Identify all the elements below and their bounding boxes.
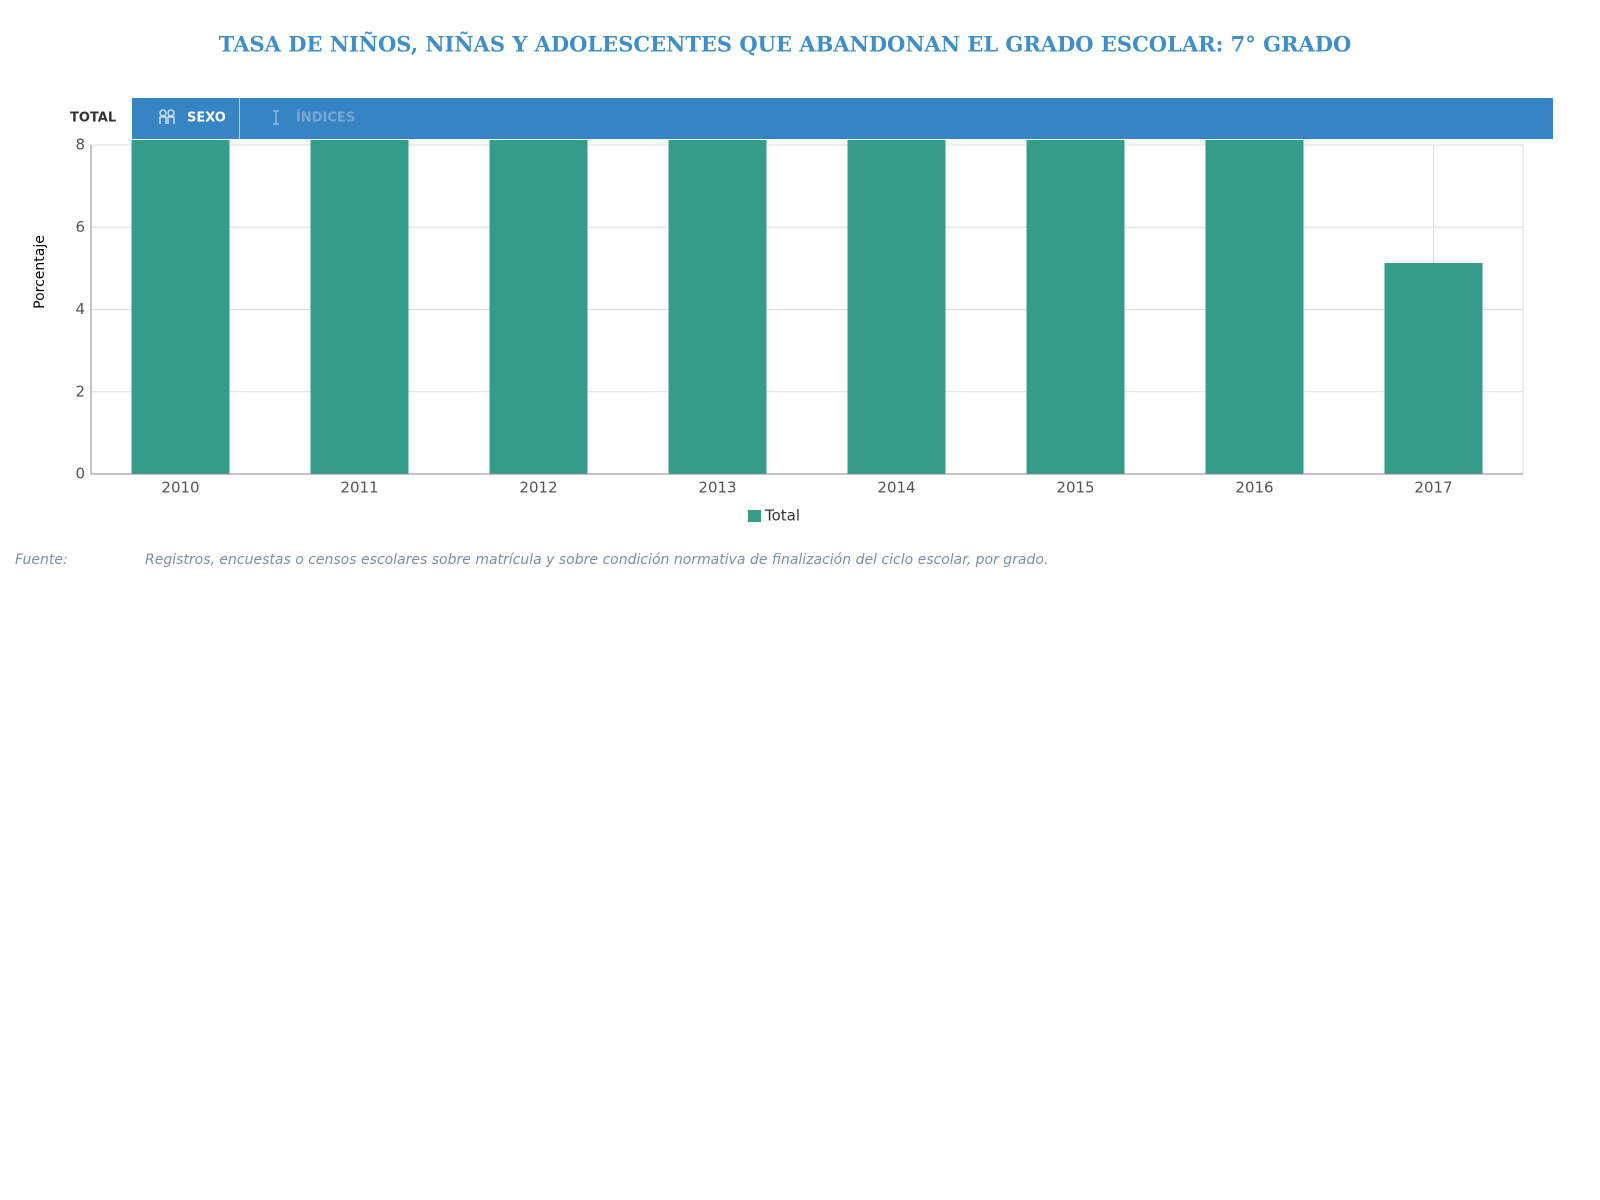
bar [847, 140, 946, 475]
legend-label: Total [764, 507, 800, 525]
x-tick-label: 2013 [698, 479, 736, 497]
source-label: Fuente: [15, 552, 68, 568]
bar [131, 140, 230, 475]
y-tick-label: 0 [75, 465, 85, 483]
x-tick-label: 2016 [1235, 479, 1273, 497]
sexo-icon [159, 109, 175, 124]
bar [489, 140, 588, 474]
x-tick-label: 2014 [877, 479, 915, 497]
tab-bar [132, 98, 1553, 139]
tab-sexo[interactable]: SEXO [187, 111, 226, 126]
plot [90, 140, 1524, 475]
bar [310, 140, 409, 474]
source-text: Registros, encuestas o censos escolares … [145, 552, 1048, 568]
bar [1384, 263, 1483, 474]
indices-icon [273, 110, 279, 125]
y-axis-label: Porcentaje [32, 235, 48, 309]
tab-total[interactable]: TOTAL [70, 111, 116, 126]
y-tick-label: 2 [75, 382, 85, 400]
bar [1026, 140, 1125, 474]
legend-swatch [748, 510, 761, 522]
bar [668, 140, 767, 475]
y-tick-label: 6 [75, 218, 85, 236]
bar [1205, 140, 1304, 475]
x-tick-label: 2011 [340, 479, 378, 497]
tab-indices[interactable]: ÍNDICES [296, 110, 355, 126]
page-title: TASA DE NIÑOS, NIÑAS Y ADOLESCENTES QUE … [219, 32, 1352, 57]
x-tick-label: 2017 [1414, 479, 1452, 497]
y-tick-label: 8 [75, 136, 85, 154]
x-tick-label: 2015 [1056, 479, 1094, 497]
x-tick-label: 2010 [161, 479, 199, 497]
x-tick-label: 2012 [519, 479, 557, 497]
y-tick-label: 4 [75, 300, 85, 318]
